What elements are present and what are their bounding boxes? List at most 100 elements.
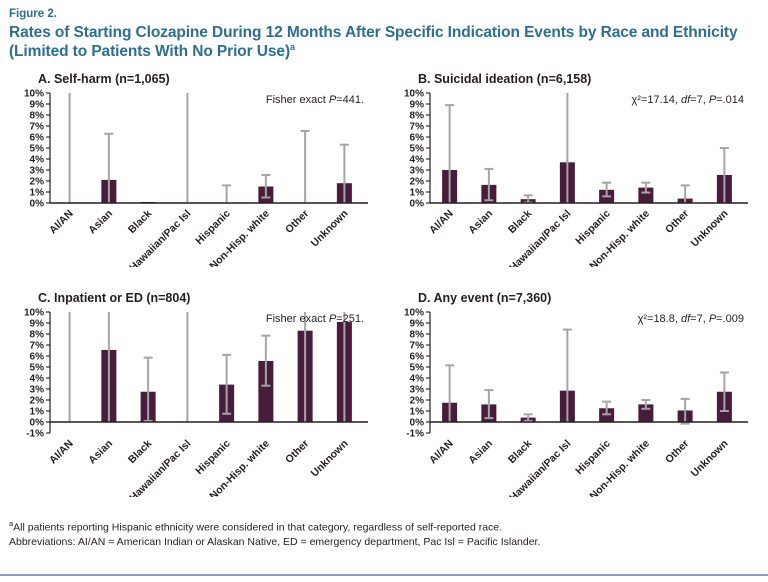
y-tick-label: 5% bbox=[410, 362, 425, 373]
y-tick-label: -1% bbox=[26, 428, 44, 439]
chart-svg-d: 10%9%8%7%6%5%4%3%2%1%0%-1%AI/AN Asian Blac… bbox=[404, 307, 748, 497]
y-tick-label: 1% bbox=[30, 406, 45, 417]
y-tick-label: 7% bbox=[30, 121, 45, 132]
stat-annotation: Fisher exact P=441. bbox=[266, 94, 364, 106]
y-tick-label: 0% bbox=[30, 417, 45, 428]
stat-annotation: χ²=18.8, df=7, P=.009 bbox=[638, 313, 744, 325]
chart-svg-c: 10%9%8%7%6%5%4%3%2%1%0%-1%AI/AN Asian Blac… bbox=[24, 307, 368, 497]
y-tick-group: 10%9%8%7%6%5%4%3%2%1%0% bbox=[24, 88, 50, 209]
y-tick-group: 10%9%8%7%6%5%4%3%2%1%0% bbox=[404, 88, 430, 209]
y-tick-group: 10%9%8%7%6%5%4%3%2%1%0%-1% bbox=[404, 307, 430, 439]
y-tick-label: 1% bbox=[30, 187, 45, 198]
chart-svg-a: 10%9%8%7%6%5%4%3%2%1%0%AI/AN Asian BlackHa… bbox=[24, 88, 368, 267]
panel-c-inpatient-ed: C. Inpatient or ED (n=804) 10% 9% 8% 7% 6% 5%… bbox=[6, 291, 386, 497]
y-tick-label: 5% bbox=[30, 362, 45, 373]
x-category-label: Hispanic bbox=[573, 207, 613, 247]
y-tick-label: 8% bbox=[30, 329, 45, 340]
panel-b-chart: 10% 9% 8% 7% 6% 5% 4% 3% 2% 1% 0% AI/AN Asian Black Ha… bbox=[386, 87, 766, 267]
panel-d-chart: 10% 9% 8% 7% 6% 5% 4% 3% 2% 1% 0% -1% AI/AN Asian Blac… bbox=[386, 306, 766, 497]
x-category-label: AI/AN bbox=[427, 437, 456, 466]
panel-b-suicidal-ideation: B. Suicidal ideation (n=6,158) 10% 9% 8% 7%… bbox=[386, 72, 766, 267]
y-tick-label: 1% bbox=[410, 187, 425, 198]
y-tick-label: 2% bbox=[410, 395, 425, 406]
x-category-label: Other bbox=[283, 207, 311, 235]
x-category-label: AI/AN bbox=[427, 207, 456, 236]
figure-number-label: Figure 2. bbox=[9, 8, 57, 20]
x-category-label: Asian bbox=[466, 207, 495, 236]
y-tick-label: 5% bbox=[410, 143, 425, 154]
y-tick-label: 6% bbox=[410, 132, 425, 143]
x-category-label: Other bbox=[663, 437, 691, 465]
y-tick-label: 5% bbox=[30, 143, 45, 154]
stat-annotation: χ²=17.14, df=7, P=.014 bbox=[631, 94, 744, 106]
error-bars-group bbox=[68, 92, 349, 203]
y-tick-label: 8% bbox=[410, 110, 425, 121]
figure-title-line2: (Limited to Patients With No Prior Use) bbox=[9, 43, 291, 61]
x-category-label: Other bbox=[283, 437, 311, 465]
chart-panel-grid: A. Self-harm (n=1,065) 10% 9% 8% 7% 6% 5% 4% 3%… bbox=[0, 68, 768, 497]
footnote-line2: Abbreviations: AI/AN = American Indian o… bbox=[9, 535, 541, 548]
y-tick-label: 0% bbox=[410, 198, 425, 209]
x-category-label: Asian bbox=[86, 207, 115, 236]
x-category-label: Asian bbox=[466, 437, 495, 466]
title-footnote-marker: a bbox=[290, 42, 295, 53]
x-category-label: Unknown bbox=[689, 437, 731, 479]
y-tick-label: 9% bbox=[30, 318, 45, 329]
bottom-rule-divider bbox=[0, 574, 768, 576]
x-category-label: Hispanic bbox=[193, 207, 233, 247]
y-tick-label: 7% bbox=[410, 340, 425, 351]
error-bars-group bbox=[445, 328, 729, 425]
x-category-label: Unknown bbox=[309, 207, 351, 249]
figure-title-line1: Rates of Starting Clozapine During 12 Mo… bbox=[9, 24, 738, 41]
figure-title: Rates of Starting Clozapine During 12 Mo… bbox=[0, 20, 768, 68]
bar-Non-Hisp. white bbox=[258, 360, 274, 422]
x-category-label: Hispanic bbox=[573, 437, 613, 477]
y-tick-label: 4% bbox=[410, 373, 425, 384]
y-tick-label: 10% bbox=[24, 307, 44, 318]
y-tick-label: 9% bbox=[30, 99, 45, 110]
panel-b-title: B. Suicidal ideation (n=6,158) bbox=[418, 71, 592, 86]
y-tick-label: 10% bbox=[404, 307, 424, 318]
y-tick-label: 4% bbox=[410, 154, 425, 165]
bar-Non-Hisp. white bbox=[638, 187, 654, 203]
y-tick-label: 6% bbox=[30, 132, 45, 143]
y-tick-label: 6% bbox=[30, 351, 45, 362]
y-tick-group: 10%9%8%7%6%5%4%3%2%1%0%-1% bbox=[24, 307, 50, 439]
x-category-label: Black bbox=[126, 207, 154, 235]
panel-a-self-harm: A. Self-harm (n=1,065) 10% 9% 8% 7% 6% 5% 4% 3%… bbox=[6, 72, 386, 267]
x-category-label: Hispanic bbox=[193, 437, 233, 477]
x-category-label: Asian bbox=[86, 437, 115, 466]
footnote-marker: a bbox=[9, 518, 14, 528]
figure-footnotes: aAll patients reporting Hispanic ethnici… bbox=[0, 519, 768, 550]
chart-svg-b: 10%9%8%7%6%5%4%3%2%1%0%AI/AN Asian BlackHa… bbox=[404, 88, 748, 267]
x-category-label: Black bbox=[506, 207, 534, 235]
panel-a-title: A. Self-harm (n=1,065) bbox=[38, 71, 170, 86]
y-tick-label: 6% bbox=[410, 351, 425, 362]
panel-d-title: D. Any event (n=7,360) bbox=[418, 290, 552, 305]
y-tick-label: 2% bbox=[30, 395, 45, 406]
x-category-label: Unknown bbox=[309, 437, 351, 479]
y-tick-label: 9% bbox=[410, 318, 425, 329]
y-tick-label: 1% bbox=[410, 406, 425, 417]
y-tick-label: 10% bbox=[24, 88, 44, 99]
footnote-line1: aAll patients reporting Hispanic ethnici… bbox=[9, 518, 503, 534]
y-tick-label: 7% bbox=[410, 121, 425, 132]
x-category-label: Black bbox=[506, 437, 534, 465]
stat-annotation: Fisher exact P=251. bbox=[266, 313, 364, 325]
y-tick-label: 4% bbox=[30, 373, 45, 384]
y-tick-label: 3% bbox=[30, 384, 45, 395]
error-bars-group bbox=[445, 92, 729, 204]
y-tick-label: 0% bbox=[30, 198, 45, 209]
y-tick-label: 2% bbox=[410, 176, 425, 187]
y-tick-label: 3% bbox=[410, 384, 425, 395]
y-tick-label: 3% bbox=[30, 165, 45, 176]
panel-c-chart: 10% 9% 8% 7% 6% 5% 4% 3% 2% 1% 0% -1% AI/AN Asian Blac… bbox=[6, 306, 386, 497]
y-tick-label: 4% bbox=[30, 154, 45, 165]
y-tick-label: 0% bbox=[410, 417, 425, 428]
x-category-label: Black bbox=[126, 437, 154, 465]
x-category-label: Other bbox=[663, 207, 691, 235]
y-tick-label: 3% bbox=[410, 165, 425, 176]
